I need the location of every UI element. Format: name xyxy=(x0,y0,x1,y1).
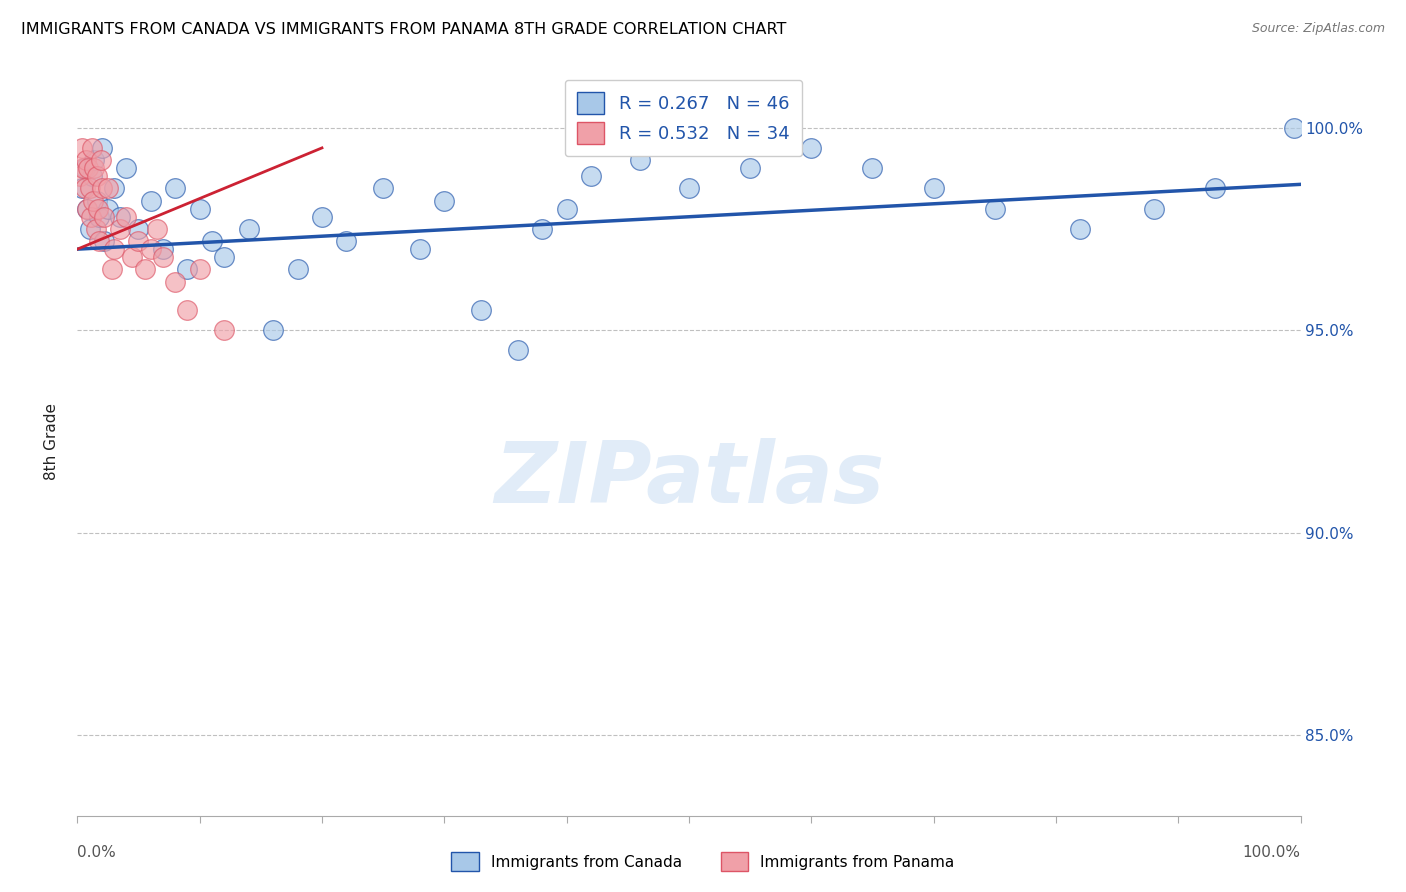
Point xyxy=(506,343,529,358)
Point xyxy=(121,250,143,264)
Point xyxy=(470,302,492,317)
Point xyxy=(212,323,235,337)
Point xyxy=(108,222,131,236)
Point xyxy=(70,141,93,155)
Text: IMMIGRANTS FROM CANADA VS IMMIGRANTS FROM PANAMA 8TH GRADE CORRELATION CHART: IMMIGRANTS FROM CANADA VS IMMIGRANTS FRO… xyxy=(21,22,786,37)
Point xyxy=(100,262,122,277)
Point xyxy=(90,153,112,167)
Point xyxy=(79,181,101,195)
Point xyxy=(433,194,456,208)
Point xyxy=(139,242,162,256)
Point xyxy=(72,161,94,176)
Point xyxy=(1284,120,1306,135)
Point xyxy=(86,169,108,184)
Point xyxy=(80,141,103,155)
Point xyxy=(165,275,187,289)
Point xyxy=(262,323,284,337)
Point xyxy=(176,262,198,277)
Point xyxy=(73,161,96,176)
Point xyxy=(76,202,98,216)
Point xyxy=(115,161,138,176)
Point xyxy=(311,210,333,224)
Point xyxy=(555,202,578,216)
Point xyxy=(76,202,98,216)
Text: 100.0%: 100.0% xyxy=(1243,845,1301,860)
Point xyxy=(188,202,211,216)
Point xyxy=(152,250,174,264)
Point xyxy=(86,194,108,208)
Legend: Immigrants from Canada, Immigrants from Panama: Immigrants from Canada, Immigrants from … xyxy=(446,847,960,877)
Point xyxy=(212,250,235,264)
Text: ZIPatlas: ZIPatlas xyxy=(494,437,884,521)
Point xyxy=(69,169,91,184)
Point xyxy=(201,234,224,248)
Point xyxy=(83,153,105,167)
Point xyxy=(73,181,96,195)
Point xyxy=(238,222,260,236)
Point xyxy=(165,181,187,195)
Point xyxy=(800,141,823,155)
Point xyxy=(176,302,198,317)
Point xyxy=(409,242,432,256)
Point xyxy=(97,181,120,195)
Point xyxy=(84,222,107,236)
Point xyxy=(70,181,93,195)
Point xyxy=(97,202,120,216)
Point xyxy=(127,234,149,248)
Point xyxy=(93,234,115,248)
Point xyxy=(188,262,211,277)
Point xyxy=(103,242,125,256)
Point xyxy=(80,169,103,184)
Point xyxy=(89,210,111,224)
Legend: R = 0.267   N = 46, R = 0.532   N = 34: R = 0.267 N = 46, R = 0.532 N = 34 xyxy=(565,79,803,156)
Point xyxy=(87,202,110,216)
Point xyxy=(90,181,112,195)
Point xyxy=(531,222,554,236)
Point xyxy=(127,222,149,236)
Point xyxy=(79,222,101,236)
Point xyxy=(1143,202,1166,216)
Point xyxy=(108,210,131,224)
Point xyxy=(77,161,100,176)
Point xyxy=(984,202,1007,216)
Point xyxy=(75,153,97,167)
Text: Source: ZipAtlas.com: Source: ZipAtlas.com xyxy=(1251,22,1385,36)
Point xyxy=(1204,181,1226,195)
Point xyxy=(146,222,169,236)
Point xyxy=(90,141,112,155)
Point xyxy=(139,194,162,208)
Point xyxy=(93,210,115,224)
Text: 0.0%: 0.0% xyxy=(77,845,117,860)
Point xyxy=(82,194,104,208)
Point xyxy=(740,161,762,176)
Point xyxy=(152,242,174,256)
Point xyxy=(335,234,357,248)
Point xyxy=(678,181,700,195)
Point xyxy=(103,181,125,195)
Point xyxy=(80,210,103,224)
Point xyxy=(83,161,105,176)
Point xyxy=(628,153,651,167)
Point xyxy=(862,161,884,176)
Point xyxy=(89,234,111,248)
Point xyxy=(287,262,309,277)
Point xyxy=(134,262,156,277)
Point xyxy=(115,210,138,224)
Point xyxy=(922,181,945,195)
Point xyxy=(371,181,394,195)
Point xyxy=(579,169,602,184)
Point xyxy=(1069,222,1091,236)
Y-axis label: 8th Grade: 8th Grade xyxy=(44,403,59,480)
